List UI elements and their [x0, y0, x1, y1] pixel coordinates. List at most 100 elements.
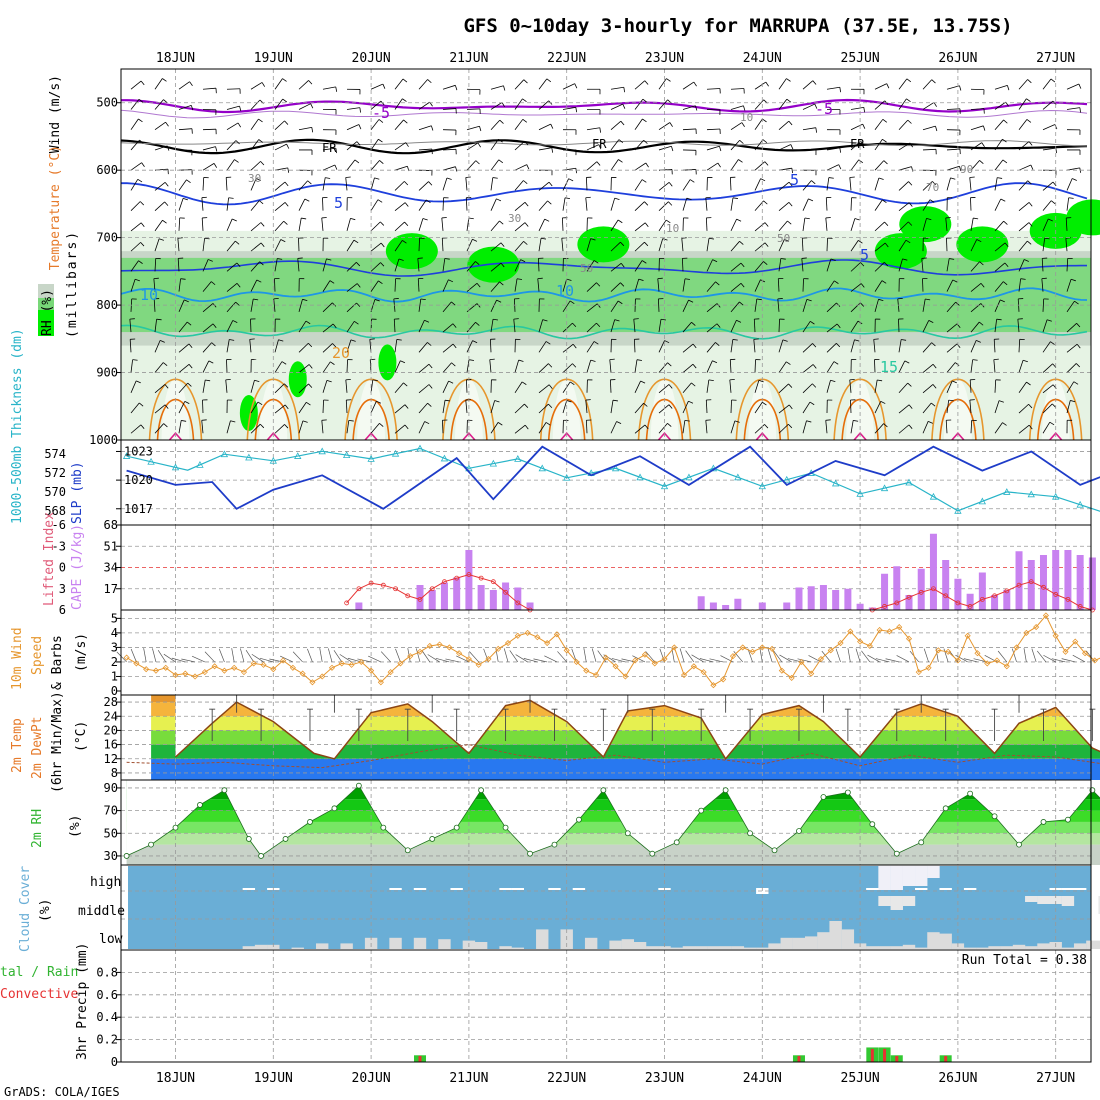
contour-label: 30 [508, 212, 521, 225]
wind-barb-feather [786, 98, 792, 103]
wind-barb [130, 80, 142, 90]
rh-dry-core [748, 379, 777, 440]
wind-barb [538, 319, 544, 333]
wind-barb [850, 106, 864, 110]
wind-barb [730, 218, 737, 232]
wind-barb [586, 161, 598, 171]
wind-barb [562, 400, 568, 414]
wind-barb-10m [171, 657, 186, 663]
wind-barb-feather [396, 339, 402, 341]
wind-barb [945, 420, 948, 434]
wind-barb-feather [878, 177, 884, 180]
wind-barb [682, 382, 692, 394]
wind-barb [633, 339, 636, 353]
wind-barb [778, 181, 790, 191]
precip-axis-label: 3hr Precip (mm) [75, 943, 90, 1060]
wind-barb [826, 342, 837, 353]
wind-barb-feather [140, 424, 145, 429]
wind-barb [874, 280, 883, 292]
wind-barb-feather [717, 162, 721, 168]
wind-barb-feather [205, 379, 211, 382]
wind-barb [201, 217, 204, 231]
wind-barb-feather [620, 241, 625, 247]
rh-marker [282, 836, 289, 842]
wind-barb [154, 423, 164, 434]
wind-barb [921, 258, 924, 272]
wind-barb [418, 342, 428, 353]
wind-barb [993, 359, 996, 373]
wind-speed-marker [475, 661, 482, 668]
wind-barb [394, 240, 403, 252]
li-tick-label: 6 [59, 603, 66, 617]
wind-barb [922, 102, 935, 110]
wind-speed-marker [1023, 629, 1030, 636]
wind-barb-feather [499, 119, 504, 124]
wind-barb-feather [764, 242, 769, 247]
wind-barb-feather [402, 240, 407, 244]
low-cloud-bar [915, 947, 928, 949]
cape-bar [844, 588, 852, 610]
rh-dry-core [650, 379, 679, 440]
cape-bar [428, 590, 436, 610]
wind-barb-feather [1050, 341, 1055, 345]
cloud-axis-label: Cloud Cover [18, 866, 33, 952]
wind-barb-feather [156, 318, 162, 321]
wind-barb [754, 359, 756, 373]
lifted-index-marker [356, 586, 362, 592]
wind-barb [778, 220, 788, 232]
wind-barb [394, 202, 406, 211]
wind-barb-feather [499, 220, 504, 225]
wind-barb-feather [468, 359, 475, 361]
wind-barb [585, 177, 588, 191]
wind-barb-feather [547, 200, 552, 205]
wind-barb-feather [308, 80, 313, 85]
wind-barb-feather [162, 219, 167, 224]
wind-barb [682, 179, 691, 191]
thickness-marker [954, 506, 962, 514]
wind-barb-feather [932, 181, 937, 186]
thickness-axis-label: 1000-500mb Thickness (dm) [10, 328, 25, 524]
wind-barb-feather [695, 105, 698, 111]
wind-barb [657, 298, 660, 312]
wind-barb-feather [997, 177, 1003, 179]
wind-speed-marker [759, 644, 766, 651]
wind-barb-feather [782, 339, 788, 342]
low-cloud-bar [682, 946, 696, 949]
wind-barb [874, 177, 880, 191]
wind-barb-feather [182, 197, 188, 201]
wind-barb-feather [542, 319, 548, 322]
wind-barb [922, 79, 933, 90]
wind-barb [994, 299, 1001, 312]
thickness-marker [905, 478, 913, 486]
wind-barb [586, 238, 592, 252]
wind-speed-marker [1072, 638, 1079, 645]
wind-barb [562, 343, 574, 353]
wind-barb-feather [908, 202, 913, 207]
wind-speed-marker [328, 664, 336, 671]
wind-barb [1042, 78, 1052, 90]
wind-barb-feather [907, 119, 912, 124]
wind-barb [490, 299, 497, 313]
wind-barb-feather [306, 401, 311, 406]
wind-barb [658, 201, 669, 211]
wind-barb-feather [1022, 359, 1028, 363]
wind-barb [465, 197, 468, 211]
wind-barb [994, 101, 1006, 110]
wind-barb-feather [520, 259, 526, 263]
wind-barb-feather [451, 301, 456, 306]
wind-barb [178, 382, 188, 394]
wind-barb-feather [1052, 181, 1057, 187]
wind-barb [850, 218, 856, 232]
wind-barb [970, 340, 977, 353]
wind-barb [178, 128, 192, 131]
wind-speed-marker [817, 655, 825, 663]
wind-barb [778, 78, 787, 90]
contour-label: 50 [580, 262, 593, 275]
wind-barb-feather [575, 107, 578, 113]
wind-speed-marker [191, 673, 199, 680]
wind-barb-feather [1003, 119, 1008, 124]
wind-barb-10m [279, 655, 294, 663]
thickness-marker [489, 459, 498, 467]
wind-barb [274, 98, 284, 110]
thickness-marker [1027, 490, 1035, 498]
